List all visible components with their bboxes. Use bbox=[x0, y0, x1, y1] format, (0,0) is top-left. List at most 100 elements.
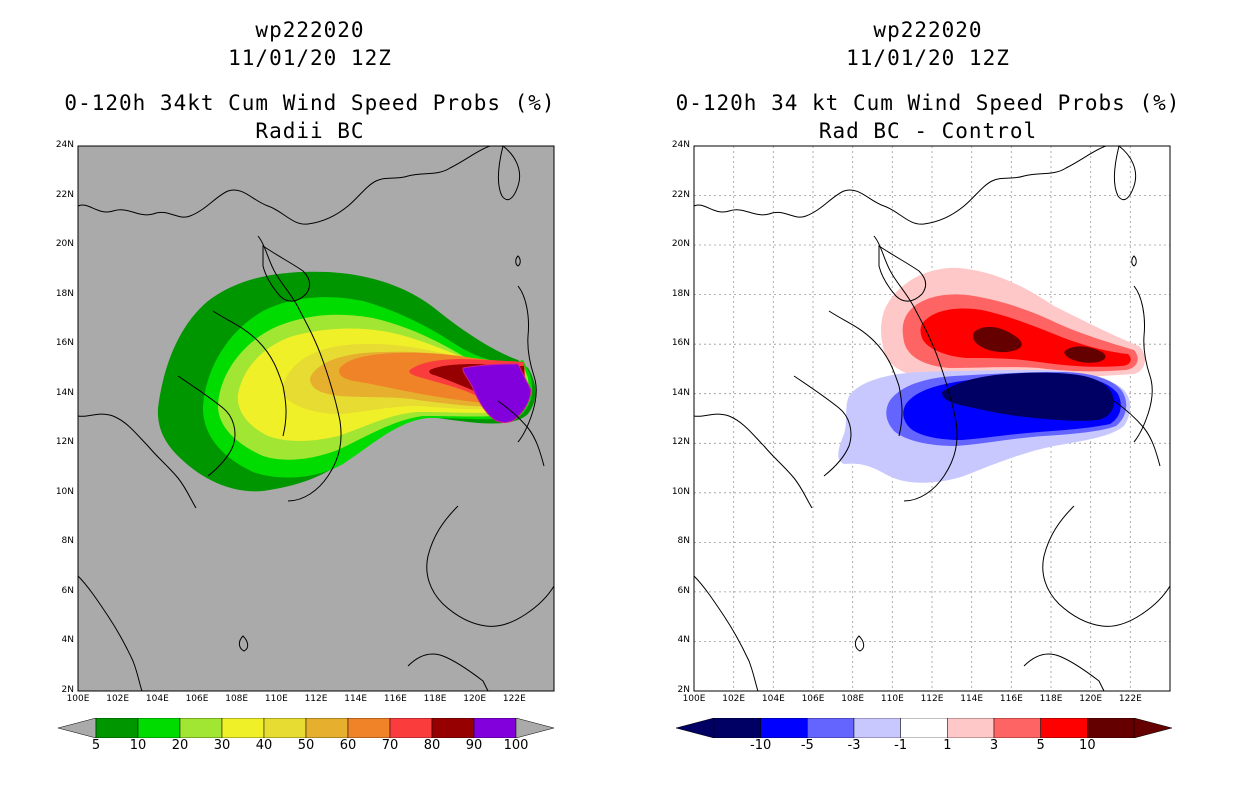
left-probability-map bbox=[77, 145, 555, 692]
right-lat-label: 6N bbox=[677, 585, 690, 596]
left-colorbar-label: 60 bbox=[339, 738, 357, 753]
left-lon-label: 110E bbox=[264, 694, 288, 704]
left-lat-label: 2N bbox=[61, 685, 74, 695]
left-lon-label: 114E bbox=[344, 694, 368, 704]
right-lat-label: 10N bbox=[671, 486, 690, 497]
left-lat-label: 12N bbox=[55, 437, 74, 448]
left-lat-label: 16N bbox=[55, 338, 74, 349]
right-subtitle: Rad BC - Control bbox=[818, 119, 1038, 143]
left-lat-label: 6N bbox=[61, 585, 74, 596]
right-storm-id: wp222020 bbox=[873, 18, 983, 42]
left-lat-label: 24N bbox=[55, 140, 74, 150]
right-lat-label: 4N bbox=[677, 635, 690, 646]
left-colorbar-label: 80 bbox=[423, 738, 441, 753]
diff-negative-10 bbox=[942, 372, 1115, 421]
left-colorbar-swatches bbox=[57, 717, 555, 739]
left-colorbar-label: 10 bbox=[129, 738, 147, 753]
right-colorbar-swatches bbox=[675, 717, 1173, 739]
right-lat-label: 24N bbox=[671, 140, 690, 150]
left-lat-label: 10N bbox=[55, 486, 74, 497]
right-colorbar-min-arrow bbox=[675, 717, 715, 739]
left-lat-label: 4N bbox=[61, 635, 74, 646]
left-lat-label: 18N bbox=[55, 288, 74, 299]
right-colorbar-swatch bbox=[1087, 717, 1135, 739]
right-lon-label: 116E bbox=[999, 694, 1023, 704]
right-colorbar bbox=[675, 717, 1173, 739]
left-lon-label: 122E bbox=[502, 694, 526, 704]
right-lat-label: 2N bbox=[677, 685, 690, 695]
right-datetime: 11/01/20 12Z bbox=[846, 46, 1010, 70]
right-lon-label: 102E bbox=[722, 694, 746, 704]
left-colorbar-label: 20 bbox=[171, 738, 189, 753]
right-coastlines bbox=[693, 145, 1171, 692]
left-lon-label: 118E bbox=[423, 694, 447, 704]
right-colorbar-label: 5 bbox=[1036, 738, 1045, 753]
left-lon-label: 102E bbox=[106, 694, 130, 704]
right-lat-label: 22N bbox=[671, 189, 690, 200]
left-lat-label: 8N bbox=[61, 536, 74, 547]
left-map-frame bbox=[77, 145, 555, 692]
right-lon-label: 100E bbox=[682, 694, 706, 704]
right-colorbar-swatch bbox=[900, 717, 948, 739]
right-lon-label: 104E bbox=[761, 694, 785, 704]
left-lat-label: 14N bbox=[55, 387, 74, 398]
right-colorbar-swatch bbox=[947, 717, 995, 739]
left-colorbar-swatch bbox=[431, 717, 475, 739]
left-colorbar-swatch bbox=[347, 717, 391, 739]
right-colorbar-max-arrow bbox=[1133, 717, 1173, 739]
right-map-canvas bbox=[693, 145, 1171, 692]
left-lon-label: 104E bbox=[145, 694, 169, 704]
left-colorbar bbox=[57, 717, 555, 739]
right-lat-label: 20N bbox=[671, 239, 690, 250]
left-colorbar-swatch bbox=[305, 717, 349, 739]
left-colorbar-label: 5 bbox=[91, 738, 101, 753]
left-colorbar-swatch bbox=[473, 717, 517, 739]
left-title: 0-120h 34kt Cum Wind Speed Probs (%) bbox=[64, 91, 556, 115]
left-colorbar-label: 90 bbox=[465, 738, 483, 753]
left-colorbar-label: 50 bbox=[297, 738, 315, 753]
right-colorbar-swatch bbox=[853, 717, 901, 739]
right-lon-label: 114E bbox=[960, 694, 984, 704]
prob-contour-90-100 bbox=[462, 363, 532, 424]
right-colorbar-label: 10 bbox=[1079, 738, 1096, 753]
left-colorbar-min-arrow bbox=[57, 717, 97, 739]
right-colorbar-label: -5 bbox=[800, 738, 814, 753]
left-lon-label: 100E bbox=[66, 694, 90, 704]
right-lat-label: 12N bbox=[671, 437, 690, 448]
left-datetime: 11/01/20 12Z bbox=[228, 46, 392, 70]
left-lat-label: 22N bbox=[55, 189, 74, 200]
left-lon-label: 108E bbox=[225, 694, 249, 704]
right-colorbar-label: 3 bbox=[989, 738, 999, 753]
left-colorbar-swatch bbox=[263, 717, 307, 739]
right-lon-label: 112E bbox=[920, 694, 944, 704]
right-lon-label: 122E bbox=[1118, 694, 1142, 704]
left-subtitle: Radii BC bbox=[255, 119, 365, 143]
right-colorbar-swatch bbox=[807, 717, 855, 739]
right-colorbar-swatch bbox=[1040, 717, 1088, 739]
right-lat-label: 14N bbox=[671, 387, 690, 398]
left-storm-id: wp222020 bbox=[255, 18, 365, 42]
left-colorbar-swatch bbox=[137, 717, 181, 739]
left-colorbar-swatch bbox=[95, 717, 139, 739]
right-difference-map bbox=[693, 145, 1171, 692]
right-lat-label: 18N bbox=[671, 288, 690, 299]
left-lon-label: 106E bbox=[185, 694, 209, 704]
left-map-canvas bbox=[77, 145, 555, 692]
left-colorbar-label: 100 bbox=[503, 738, 529, 753]
right-lon-label: 106E bbox=[801, 694, 825, 704]
right-lon-label: 120E bbox=[1079, 694, 1103, 704]
left-lon-label: 120E bbox=[463, 694, 487, 704]
left-colorbar-swatch bbox=[389, 717, 433, 739]
diff-positive-10b bbox=[1064, 346, 1106, 363]
right-lon-label: 110E bbox=[880, 694, 904, 704]
diff-positive-10a bbox=[972, 326, 1022, 353]
left-colorbar-label: 70 bbox=[381, 738, 399, 753]
right-colorbar-label: -10 bbox=[750, 738, 772, 753]
right-lon-label: 118E bbox=[1039, 694, 1063, 704]
left-colorbar-label: 40 bbox=[255, 738, 273, 753]
left-coastlines bbox=[77, 145, 555, 692]
left-colorbar-swatch bbox=[179, 717, 223, 739]
right-lat-label: 8N bbox=[677, 536, 690, 547]
left-lon-label: 112E bbox=[304, 694, 328, 704]
left-colorbar-label: 30 bbox=[213, 738, 231, 753]
